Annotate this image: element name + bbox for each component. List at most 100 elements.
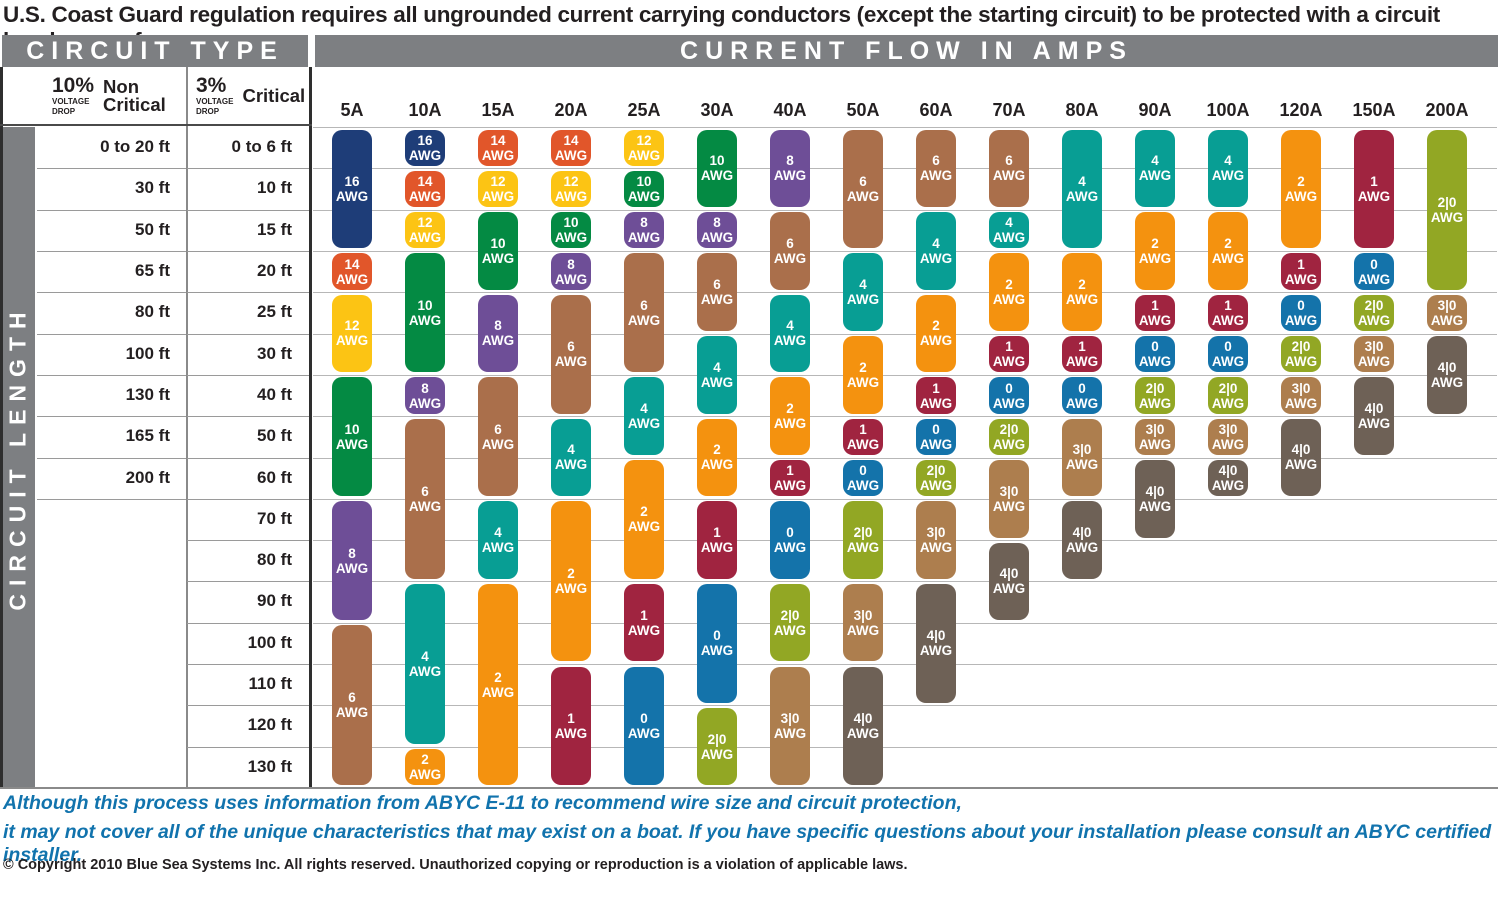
awg-block: 1 AWG <box>1062 336 1102 373</box>
awg-unit-label: AWG <box>627 312 661 328</box>
column-divider <box>186 67 188 788</box>
amp-column-header: 20A <box>554 100 588 120</box>
awg-block: 14 AWG <box>332 253 372 290</box>
awg-unit-label: AWG <box>408 312 442 328</box>
gridline <box>313 416 1497 418</box>
row-label-non-critical: 80 ft <box>135 302 170 322</box>
awg-unit-label: AWG <box>992 230 1026 246</box>
awg-unit-label: AWG <box>1357 188 1391 204</box>
awg-unit-label: AWG <box>1211 250 1245 266</box>
awg-unit-label: AWG <box>773 622 807 638</box>
awg-block: 8 AWG <box>478 294 518 373</box>
awg-size-value: 4|0 <box>1291 442 1311 458</box>
row-label-non-critical: 165 ft <box>125 426 170 446</box>
awg-unit-label: AWG <box>481 436 515 452</box>
awg-unit-label: AWG <box>773 333 807 349</box>
awg-block: 4 AWG <box>1062 129 1102 249</box>
awg-unit-label: AWG <box>1430 374 1464 390</box>
amp-column-header: 30A <box>700 100 734 120</box>
amp-column-header: 40A <box>773 100 807 120</box>
gridline <box>187 581 309 583</box>
awg-size-value: 2 <box>786 401 794 417</box>
awg-unit-label: AWG <box>481 147 515 163</box>
awg-block: 1 AWG <box>770 460 810 497</box>
gridline <box>187 498 309 500</box>
awg-block: 4|0 AWG <box>1427 336 1467 414</box>
awg-size-value: 2 <box>713 442 721 458</box>
awg-unit-label: AWG <box>919 395 953 411</box>
awg-block: 4 AWG <box>405 583 445 745</box>
awg-block: 3|0 AWG <box>1354 336 1394 373</box>
awg-unit-label: AWG <box>992 498 1026 514</box>
awg-size-value: 10 <box>490 235 506 251</box>
awg-size-value: 16 <box>417 132 433 148</box>
awg-size-value: 6 <box>421 483 429 499</box>
awg-size-value: 4|0 <box>1145 483 1165 499</box>
awg-unit-label: AWG <box>554 354 588 370</box>
awg-block: 6 AWG <box>843 129 883 249</box>
pct-3: 3% <box>196 73 227 97</box>
awg-size-value: 12 <box>344 318 360 334</box>
awg-block: 6 AWG <box>697 253 737 331</box>
amp-column-header: 50A <box>846 100 880 120</box>
voltage-word: VOLTAGE <box>196 96 234 106</box>
awg-size-value: 4|0 <box>926 628 946 644</box>
gridline <box>313 333 1497 335</box>
awg-size-value: 10 <box>344 421 360 437</box>
awg-unit-label: AWG <box>408 767 442 783</box>
awg-size-value: 2 <box>640 504 648 520</box>
awg-size-value: 6 <box>1005 153 1013 169</box>
awg-size-value: 2 <box>421 752 429 768</box>
awg-block: 0 AWG <box>916 418 956 455</box>
awg-size-value: 3|0 <box>853 607 873 623</box>
awg-size-value: 1 <box>932 380 940 396</box>
awg-block: 1 AWG <box>1208 294 1248 331</box>
awg-size-value: 0 <box>859 463 867 479</box>
awg-block: 2|0 AWG <box>1427 129 1467 290</box>
awg-block: 1 AWG <box>1135 294 1175 331</box>
awg-size-value: 2|0 <box>780 607 800 623</box>
amp-column-header: 60A <box>919 100 953 120</box>
awg-size-value: 2 <box>1224 235 1232 251</box>
awg-block: 1 AWG <box>551 666 591 786</box>
row-label-non-critical: 50 ft <box>135 219 170 239</box>
awg-unit-label: AWG <box>700 168 734 184</box>
awg-block: 3|0 AWG <box>916 501 956 579</box>
awg-unit-label: AWG <box>773 416 807 432</box>
amp-column-header: 150A <box>1352 100 1396 120</box>
awg-unit-label: AWG <box>846 292 880 308</box>
awg-block: 2 AWG <box>916 294 956 373</box>
gridline <box>313 457 1497 459</box>
awg-size-value: 2|0 <box>1437 194 1457 210</box>
awg-block: 4|0 AWG <box>1062 501 1102 579</box>
awg-size-value: 4 <box>713 359 721 375</box>
awg-unit-label: AWG <box>627 147 661 163</box>
awg-size-value: 4 <box>421 648 429 664</box>
awg-unit-label: AWG <box>1284 312 1318 328</box>
awg-size-value: 2 <box>932 318 940 334</box>
awg-unit-label: AWG <box>773 725 807 741</box>
awg-size-value: 0 <box>1297 297 1305 313</box>
row-label-critical: 110 ft <box>248 674 292 693</box>
awg-unit-label: AWG <box>1357 271 1391 287</box>
awg-unit-label: AWG <box>1357 416 1391 432</box>
non-critical-label: Non Critical <box>103 75 166 115</box>
awg-size-value: 0 <box>1224 339 1232 355</box>
awg-unit-label: AWG <box>773 478 807 494</box>
awg-size-value: 2|0 <box>1145 380 1165 396</box>
gridline <box>187 540 309 542</box>
awg-unit-label: AWG <box>1284 188 1318 204</box>
copyright-notice: © Copyright 2010 Blue Sea Systems Inc. A… <box>3 857 908 873</box>
awg-unit-label: AWG <box>992 292 1026 308</box>
awg-block: 8 AWG <box>770 129 810 208</box>
awg-size-value: 1 <box>1078 339 1086 355</box>
awg-block: 2|0 AWG <box>1281 336 1321 373</box>
awg-block: 3|0 AWG <box>989 460 1029 538</box>
awg-block: 0 AWG <box>1135 336 1175 373</box>
awg-block: 3|0 AWG <box>770 666 810 786</box>
awg-block: 1 AWG <box>843 418 883 455</box>
awg-size-value: 10 <box>709 153 725 169</box>
awg-unit-label: AWG <box>1284 395 1318 411</box>
table-bottom-border <box>0 786 1498 789</box>
awg-block: 2|0 AWG <box>989 418 1029 455</box>
